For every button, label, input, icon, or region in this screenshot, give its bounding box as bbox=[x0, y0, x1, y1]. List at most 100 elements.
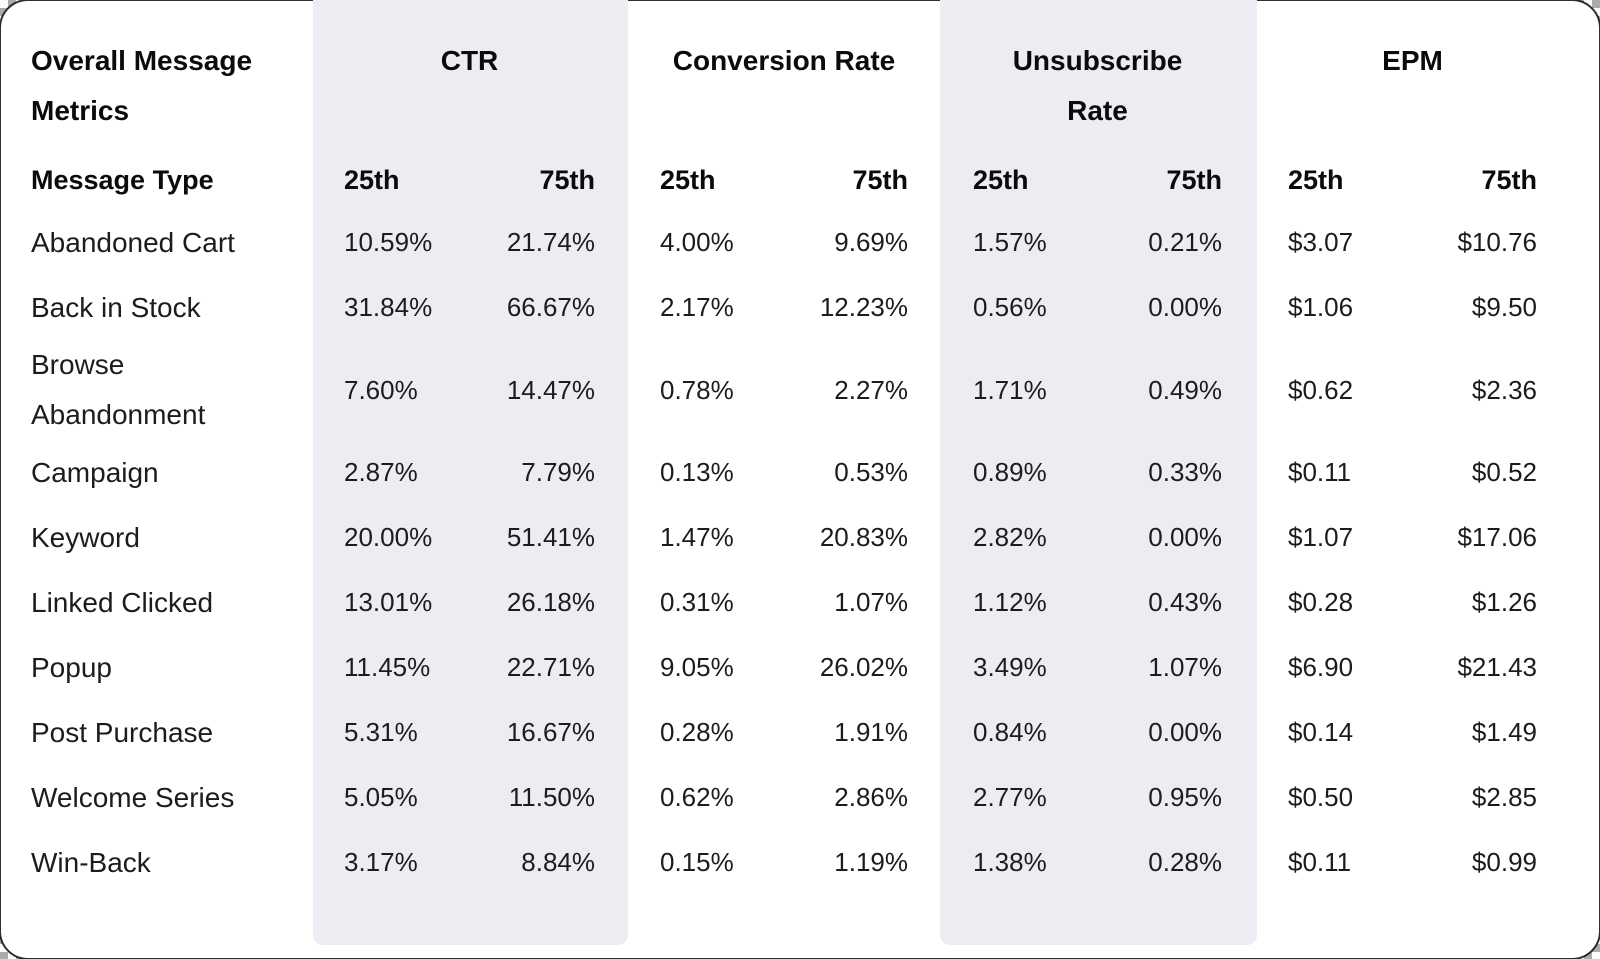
epm-25th-value: $0.50 bbox=[1288, 782, 1354, 812]
table-row: Post Purchase 5.31% 16.67% 0.28% 1.91% 0… bbox=[0, 700, 1600, 765]
epm-75th-value: $0.52 bbox=[1471, 457, 1537, 487]
conversion-rate-cells: 1.47% 20.83% bbox=[628, 522, 940, 553]
epm-25th-header: 25th bbox=[1288, 164, 1344, 195]
conversion-75th-value: 2.86% bbox=[834, 782, 908, 812]
conversion-rate-cells: 0.15% 1.19% bbox=[628, 847, 940, 878]
conversion-75th-value: 20.83% bbox=[819, 522, 908, 552]
unsubscribe-75th-value: 0.00% bbox=[1148, 717, 1222, 747]
conversion-rate-cells: 0.28% 1.91% bbox=[628, 717, 940, 748]
ctr-25th-value: 5.05% bbox=[344, 782, 418, 812]
unsubscribe-75th-value: 0.00% bbox=[1148, 292, 1222, 322]
column-header-ctr-label: CTR bbox=[440, 45, 499, 76]
ctr-75th-value: 21.74% bbox=[506, 227, 595, 257]
epm-25th-value: $3.07 bbox=[1288, 227, 1354, 257]
ctr-percentile-headers: 25th 75th bbox=[313, 165, 628, 196]
epm-25th-value: $1.06 bbox=[1288, 292, 1354, 322]
epm-cells: $1.06 $9.50 bbox=[1257, 292, 1600, 323]
row-label: Popup bbox=[31, 651, 112, 683]
column-header-unsubscribe-rate-label: Unsubscribe Rate bbox=[1012, 45, 1183, 126]
epm-75th-value: $1.49 bbox=[1471, 717, 1537, 747]
unsubscribe-75th-value: 0.43% bbox=[1148, 587, 1222, 617]
unsubscribe-rate-cells: 3.49% 1.07% bbox=[940, 652, 1257, 683]
ctr-25th-value: 5.31% bbox=[344, 717, 418, 747]
conversion-75th-value: 1.19% bbox=[834, 847, 908, 877]
unsubscribe-75th-value: 1.07% bbox=[1148, 652, 1222, 682]
unsubscribe-25th-value: 1.38% bbox=[973, 847, 1047, 877]
unsubscribe-75th-value: 0.33% bbox=[1148, 457, 1222, 487]
epm-75th-value: $9.50 bbox=[1471, 292, 1537, 322]
conversion-25th-value: 0.28% bbox=[660, 717, 734, 747]
row-label: Campaign bbox=[31, 456, 159, 488]
table-row: Abandoned Cart 10.59% 21.74% 4.00% 9.69%… bbox=[0, 210, 1600, 275]
epm-25th-value: $1.07 bbox=[1288, 522, 1354, 552]
unsubscribe-rate-cells: 0.84% 0.00% bbox=[940, 717, 1257, 748]
ctr-column-stripe bbox=[313, 0, 628, 945]
unsubscribe-rate-cells: 1.57% 0.21% bbox=[940, 227, 1257, 258]
epm-75th-value: $21.43 bbox=[1457, 652, 1537, 682]
unsubscribe-75th-value: 0.21% bbox=[1148, 227, 1222, 257]
ctr-75th-value: 26.18% bbox=[506, 587, 595, 617]
epm-25th-value: $6.90 bbox=[1288, 652, 1354, 682]
unsubscribe-rate-cells: 2.77% 0.95% bbox=[940, 782, 1257, 813]
conversion-25th-value: 0.78% bbox=[660, 374, 734, 405]
unsubscribe-25th-header: 25th bbox=[973, 164, 1029, 195]
epm-cells: $0.28 $1.26 bbox=[1257, 587, 1600, 618]
column-header-conversion-rate-label: Conversion Rate bbox=[672, 45, 896, 76]
ctr-75th-value: 66.67% bbox=[506, 292, 595, 322]
unsubscribe-25th-value: 3.49% bbox=[973, 652, 1047, 682]
table-row: Keyword 20.00% 51.41% 1.47% 20.83% 2.82%… bbox=[0, 505, 1600, 570]
ctr-25th-value: 3.17% bbox=[344, 847, 418, 877]
column-header-epm: EPM bbox=[1257, 0, 1600, 86]
unsubscribe-25th-value: 1.57% bbox=[973, 227, 1047, 257]
epm-cells: $6.90 $21.43 bbox=[1257, 652, 1600, 683]
unsubscribe-25th-value: 2.82% bbox=[973, 522, 1047, 552]
conversion-rate-cells: 0.13% 0.53% bbox=[628, 457, 940, 488]
conversion-75th-value: 9.69% bbox=[834, 227, 908, 257]
unsubscribe-75th-value: 0.28% bbox=[1148, 847, 1222, 877]
conversion-percentile-headers: 25th 75th bbox=[628, 165, 940, 196]
epm-cells: $0.50 $2.85 bbox=[1257, 782, 1600, 813]
conversion-25th-value: 0.31% bbox=[660, 587, 734, 617]
epm-cells: $0.11 $0.99 bbox=[1257, 847, 1600, 878]
conversion-25th-header: 25th bbox=[660, 164, 716, 195]
ctr-75th-value: 51.41% bbox=[506, 522, 595, 552]
unsubscribe-rate-cells: 1.38% 0.28% bbox=[940, 847, 1257, 878]
ctr-75th-value: 22.71% bbox=[506, 652, 595, 682]
unsubscribe-75th-value: 0.95% bbox=[1148, 782, 1222, 812]
ctr-75th-value: 7.79% bbox=[521, 457, 595, 487]
unsubscribe-25th-value: 2.77% bbox=[973, 782, 1047, 812]
ctr-cells: 5.31% 16.67% bbox=[313, 717, 628, 748]
table-row: Win-Back 3.17% 8.84% 0.15% 1.19% 1.38% 0… bbox=[0, 830, 1600, 895]
epm-cells: $3.07 $10.76 bbox=[1257, 227, 1600, 258]
row-label: Back in Stock bbox=[31, 291, 201, 323]
epm-75th-value: $17.06 bbox=[1457, 522, 1537, 552]
table-title-row: Overall Message Metrics CTR Conversion R… bbox=[0, 0, 1600, 150]
epm-75th-value: $1.26 bbox=[1471, 587, 1537, 617]
ctr-75th-value: 14.47% bbox=[506, 374, 595, 405]
column-header-conversion-rate: Conversion Rate bbox=[628, 0, 940, 86]
row-label: Post Purchase bbox=[31, 716, 214, 748]
ctr-75th-value: 11.50% bbox=[508, 782, 595, 812]
epm-75th-value: $2.85 bbox=[1471, 782, 1537, 812]
epm-percentile-headers: 25th 75th bbox=[1257, 165, 1600, 196]
conversion-25th-value: 0.62% bbox=[660, 782, 734, 812]
epm-cells: $0.62 $2.36 bbox=[1257, 375, 1600, 406]
row-label: Keyword bbox=[31, 521, 140, 553]
conversion-25th-value: 0.13% bbox=[660, 457, 734, 487]
epm-cells: $0.11 $0.52 bbox=[1257, 457, 1600, 488]
ctr-25th-value: 13.01% bbox=[344, 587, 433, 617]
conversion-75th-value: 1.07% bbox=[834, 587, 908, 617]
ctr-cells: 11.45% 22.71% bbox=[313, 652, 628, 683]
table-row: Popup 11.45% 22.71% 9.05% 26.02% 3.49% 1… bbox=[0, 635, 1600, 700]
ctr-75th-value: 16.67% bbox=[506, 717, 595, 747]
row-label: Browse Abandonment bbox=[31, 349, 206, 430]
unsubscribe-rate-cells: 0.89% 0.33% bbox=[940, 457, 1257, 488]
unsubscribe-25th-value: 0.89% bbox=[973, 457, 1047, 487]
ctr-25th-value: 11.45% bbox=[344, 652, 431, 682]
epm-75th-header: 75th bbox=[1481, 164, 1537, 195]
ctr-cells: 13.01% 26.18% bbox=[313, 587, 628, 618]
conversion-75th-value: 12.23% bbox=[819, 292, 908, 322]
conversion-75th-header: 75th bbox=[852, 164, 908, 195]
